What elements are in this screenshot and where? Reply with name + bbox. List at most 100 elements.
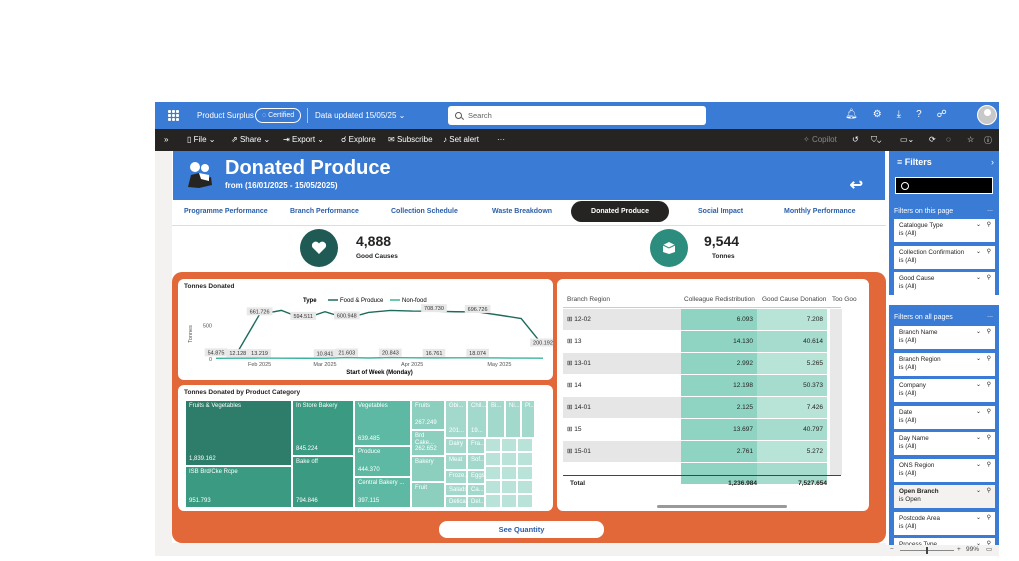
treemap-tile[interactable]: Fruits & Vegetables 1,839.162 <box>185 400 292 466</box>
treemap-tile[interactable] <box>485 480 501 494</box>
chevron-down-icon[interactable]: ⌄ <box>975 541 981 547</box>
treemap-tile[interactable]: Produce 444.370 <box>354 446 411 477</box>
treemap-tile[interactable]: Bakery <box>411 456 445 482</box>
col-header-too-good[interactable]: Too Goo <box>832 296 857 303</box>
expand-row-icon[interactable]: ⊞ <box>567 448 575 455</box>
expand-row-icon[interactable]: ⊞ <box>567 360 575 367</box>
treemap-tile[interactable]: Salads <box>445 484 467 496</box>
treemap-tile[interactable]: Delica... <box>445 496 467 508</box>
notifications-icon[interactable]: 🔔︎ <box>845 109 858 120</box>
filter-card[interactable]: Branch Region is (All) ⌄ ⚲ <box>894 352 995 376</box>
fit-page-icon[interactable]: ▭ <box>986 546 993 553</box>
file-menu[interactable]: ▯ File ⌄ <box>187 135 216 144</box>
treemap-tile[interactable]: Bake off 794.846 <box>292 456 354 508</box>
certified-badge[interactable]: ◌ Certified <box>255 108 302 123</box>
filter-card[interactable]: Branch Name is (All) ⌄ ⚲ <box>894 326 995 349</box>
matrix-table-card[interactable]: Branch Region Colleague Redistribution G… <box>557 279 869 511</box>
pin-icon[interactable]: ⚲ <box>986 488 991 494</box>
treemap-tile[interactable] <box>501 494 517 508</box>
page-filters-more-button[interactable]: ... <box>987 206 993 213</box>
chevron-down-icon[interactable]: ⌄ <box>975 355 981 362</box>
treemap-tile[interactable] <box>501 438 517 452</box>
table-row[interactable]: ⊞ 15-01 <box>563 441 681 462</box>
help-icon[interactable]: ? <box>916 109 922 120</box>
filters-search-input[interactable] <box>895 177 993 194</box>
treemap-tile[interactable] <box>517 452 533 466</box>
treemap-tile[interactable]: Froze... <box>445 470 467 484</box>
pin-icon[interactable]: ⚲ <box>986 514 991 521</box>
treemap-tile[interactable]: Ni... <box>505 400 521 438</box>
treemap-tile[interactable] <box>501 452 517 466</box>
zoom-in-button[interactable]: + <box>957 546 961 553</box>
treemap-card[interactable]: Tonnes Donated by Product Category Fruit… <box>178 385 553 511</box>
treemap-tile[interactable] <box>517 438 533 452</box>
filter-card[interactable]: Open Branch is Open ⌄ ⚲ <box>894 485 995 508</box>
tab-monthly-performance[interactable]: Monthly Performance <box>784 208 856 215</box>
filter-card[interactable]: Day Name is (All) ⌄ ⚲ <box>894 432 995 455</box>
data-updated-dropdown[interactable]: Data updated 15/05/25 ⌄ <box>315 111 405 120</box>
share-menu[interactable]: ⇗ Share ⌄ <box>231 135 271 144</box>
col-header-branch-region[interactable]: Branch Region <box>567 296 610 303</box>
vertical-scrollbar[interactable] <box>830 309 842 475</box>
treemap-tile[interactable]: Bi... <box>487 400 505 438</box>
chevron-down-icon[interactable]: ⌄ <box>975 248 981 255</box>
zoom-slider-thumb[interactable] <box>926 547 928 554</box>
download-icon[interactable]: ⤓ <box>896 109 902 120</box>
treemap-tile[interactable] <box>517 494 533 508</box>
pin-icon[interactable]: ⚲ <box>986 355 991 362</box>
filter-card[interactable]: Collection Confirmation is (All) ⌄ ⚲ <box>894 245 995 269</box>
chevron-down-icon[interactable]: ⌄ <box>975 514 981 521</box>
search-input[interactable]: Search <box>448 106 706 125</box>
treemap-tile[interactable]: ISB Brd/Cke Rcpe 951.793 <box>185 466 292 508</box>
chevron-down-icon[interactable]: ⌄ <box>975 275 981 281</box>
chevron-down-icon[interactable]: ⌄ <box>975 329 981 335</box>
table-row[interactable]: ⊞ 13 <box>563 331 681 352</box>
table-row[interactable]: ⊞ 13-01 <box>563 353 681 374</box>
treemap-tile[interactable] <box>485 494 501 508</box>
treemap-tile[interactable]: Dairy <box>445 438 467 454</box>
filter-card[interactable]: Catalogue Type is (All) ⌄ ⚲ <box>894 219 995 242</box>
settings-gear-icon[interactable]: ⚙ <box>872 109 882 120</box>
expand-nav-icon[interactable]: » <box>164 135 169 144</box>
all-filters-more-button[interactable]: ... <box>987 312 993 319</box>
treemap-tile[interactable] <box>485 438 501 452</box>
expand-row-icon[interactable]: ⊞ <box>567 426 575 433</box>
pin-icon[interactable]: ⚲ <box>986 435 991 441</box>
table-row[interactable]: ⊞ 12-02 <box>563 309 681 330</box>
pin-icon[interactable]: ⚲ <box>986 275 991 281</box>
chevron-down-icon[interactable]: ⌄ <box>975 461 981 468</box>
bookmark-icon[interactable]: ⛉⌄ <box>871 135 882 144</box>
export-menu[interactable]: ⇥ Export ⌄ <box>283 135 324 144</box>
treemap-tile[interactable] <box>517 480 533 494</box>
treemap-tile[interactable]: Central Bakery ... 397.115 <box>354 477 411 508</box>
tab-programme-performance[interactable]: Programme Performance <box>184 208 268 215</box>
treemap-tile[interactable]: Eggs <box>467 470 485 484</box>
treemap-tile[interactable]: Sof... <box>467 454 485 470</box>
col-header-good-cause-donation[interactable]: Good Cause Donation <box>762 296 827 303</box>
treemap-tile[interactable] <box>517 466 533 480</box>
subscribe-button[interactable]: ✉ Subscribe <box>388 135 433 144</box>
tab-branch-performance[interactable]: Branch Performance <box>290 208 359 215</box>
treemap-tile[interactable]: Fruits 267.249 <box>411 400 445 430</box>
table-row[interactable]: ⊞ 14 <box>563 375 681 396</box>
treemap-tile[interactable]: Meat <box>445 454 467 470</box>
treemap-tile[interactable]: Del... <box>467 496 485 508</box>
comment-icon[interactable]: ◌ <box>946 135 951 144</box>
treemap-tile[interactable]: In Store Bakery 845.224 <box>292 400 354 456</box>
chevron-down-icon[interactable]: ⌄ <box>975 488 981 494</box>
filter-card[interactable]: Company is (All) ⌄ ⚲ <box>894 379 995 402</box>
chevron-down-icon[interactable]: ⌄ <box>975 408 981 415</box>
table-row[interactable] <box>563 463 681 484</box>
zoom-out-button[interactable]: − <box>890 546 894 553</box>
explore-button[interactable]: ☌ Explore <box>341 135 376 144</box>
pin-icon[interactable]: ⚲ <box>986 382 991 388</box>
tab-donated-produce[interactable]: Donated Produce <box>571 201 669 222</box>
avatar[interactable] <box>977 105 997 125</box>
pin-icon[interactable]: ⚲ <box>986 541 991 547</box>
filter-card[interactable]: Good Cause is (All) ⌄ ⚲ <box>894 272 995 295</box>
collapse-filters-icon[interactable]: › <box>991 157 994 167</box>
pin-icon[interactable]: ⚲ <box>986 222 991 228</box>
app-launcher-icon[interactable] <box>168 110 179 121</box>
filter-card[interactable]: Postcode Area is (All) ⌄ ⚲ <box>894 511 995 535</box>
treemap-tile[interactable]: Fra... <box>467 438 485 454</box>
